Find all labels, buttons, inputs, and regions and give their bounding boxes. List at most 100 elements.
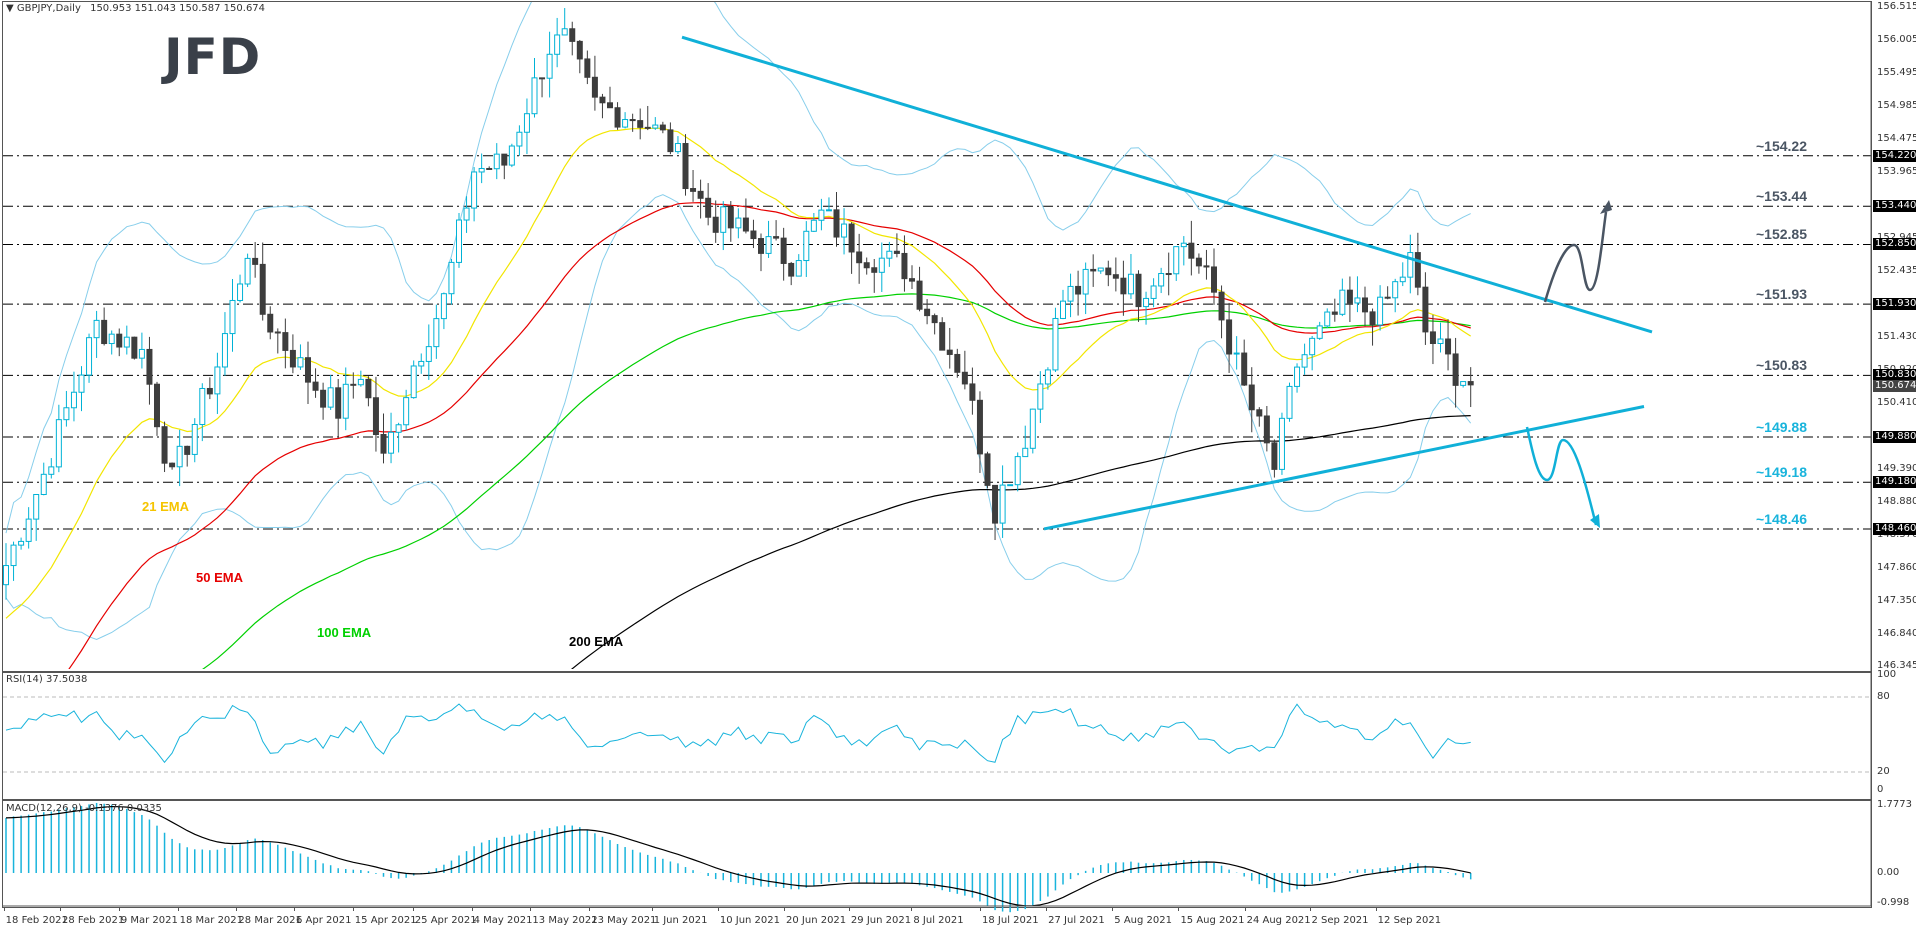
bull-candle (1173, 246, 1180, 275)
bear-candle (773, 236, 780, 239)
bull-candle (403, 397, 410, 426)
price-tick-label: 155.495 (1877, 67, 1916, 78)
ohlc-values: 150.953 151.043 150.587 150.674 (90, 3, 266, 14)
date-tick-label: 25 Apr 2021 (414, 915, 477, 926)
date-tick-mark (589, 907, 591, 911)
date-tick-label: 28 Feb 2021 (62, 915, 125, 926)
bull-candle (1339, 289, 1346, 315)
bear-candle (976, 399, 983, 455)
price-tick-label: 150.410 (1877, 397, 1916, 408)
bull-candle (327, 387, 334, 408)
bearish-scenario-arrow (1525, 426, 1598, 526)
bull-candle (1060, 300, 1066, 319)
bear-candle (659, 124, 666, 131)
bull-candle (1377, 296, 1384, 326)
bull-candle (478, 167, 485, 173)
bull-candle (25, 518, 32, 542)
bear-candle (901, 252, 908, 280)
bull-candle (561, 28, 568, 36)
bear-candle (101, 319, 108, 345)
date-tick-mark (60, 907, 62, 911)
bull-candle (433, 318, 440, 348)
indicator-tick-label: 1.7773 (1877, 799, 1912, 810)
bear-candle (856, 251, 863, 264)
bull-candle (342, 383, 349, 419)
bull-candle (425, 346, 432, 362)
bull-candle (448, 261, 455, 295)
bull-candle (1324, 311, 1331, 327)
main-price-panel[interactable] (2, 1, 1872, 672)
level-annotation-label: ~148.46 (1756, 510, 1807, 527)
ema100-line (202, 293, 1471, 669)
level-price-tag: 150.830 (1873, 369, 1916, 382)
price-tick-label: 151.430 (1877, 331, 1916, 342)
level-price-tag: 149.180 (1873, 476, 1916, 489)
bear-candle (599, 96, 606, 104)
date-tick-mark (651, 907, 653, 911)
bull-candle (1097, 267, 1104, 272)
bear-candle (154, 383, 160, 428)
bull-candle (297, 357, 304, 368)
price-tick-label: 148.880 (1877, 496, 1916, 507)
price-tick-label: 146.345 (1877, 660, 1916, 671)
bear-candle (750, 230, 757, 240)
bear-candle (984, 453, 991, 486)
price-tick-label: 154.985 (1877, 100, 1916, 111)
bear-candle (1075, 285, 1082, 295)
bull-candle (123, 336, 130, 348)
date-tick-mark (294, 907, 295, 911)
date-tick-label: 18 Mar 2021 (179, 915, 244, 926)
bull-candle (878, 257, 885, 273)
bear-candle (954, 353, 961, 373)
bull-candle (78, 374, 85, 393)
bear-candle (206, 387, 213, 395)
macd-panel[interactable] (2, 800, 1872, 908)
bull-candle (214, 366, 221, 395)
date-tick-mark (848, 907, 850, 911)
date-tick-mark (1178, 907, 1180, 911)
bear-candle (1414, 252, 1421, 288)
bear-candle (116, 333, 123, 348)
bear-candle (1384, 296, 1391, 299)
bull-candle (244, 257, 251, 285)
indicator-tick-label: -0.998 (1877, 897, 1910, 908)
date-tick-label: 18 Jul 2021 (982, 915, 1039, 926)
date-tick-mark (352, 907, 354, 911)
bear-candle (372, 397, 379, 436)
level-annotation-label: ~151.93 (1756, 286, 1807, 303)
date-tick-mark (177, 907, 179, 911)
indicator-tick-label: 0 (1877, 784, 1884, 795)
bear-candle (1218, 291, 1225, 321)
bull-candle (357, 378, 364, 386)
bear-candle (184, 445, 191, 455)
bull-candle (546, 53, 553, 79)
bear-candle (780, 237, 787, 264)
bull-candle (1044, 369, 1051, 385)
date-tick-mark (412, 907, 414, 911)
level-annotation-label: ~150.83 (1756, 357, 1807, 374)
bear-candle (569, 28, 576, 42)
date-tick-label: 23 May 2021 (591, 915, 657, 926)
bull-candle (10, 544, 17, 567)
date-tick-mark (118, 907, 120, 911)
bull-candle (803, 230, 810, 262)
bull-candle (1437, 338, 1444, 344)
bear-candle (1271, 442, 1278, 470)
bull-candle (999, 484, 1006, 524)
level-price-tag: 148.460 (1873, 522, 1916, 535)
date-tick-label: 4 May 2021 (473, 915, 533, 926)
bear-candle (848, 223, 855, 253)
level-annotation-label: ~149.88 (1756, 418, 1807, 435)
uptrend-line (1043, 405, 1645, 531)
collapse-triangle-icon[interactable]: ▼ (6, 3, 14, 14)
date-tick-label: 2 Sep 2021 (1311, 915, 1369, 926)
downtrend-line (681, 35, 1653, 334)
rsi-panel[interactable] (2, 672, 1872, 800)
price-plot-area (3, 2, 1653, 669)
date-tick-label: 5 Aug 2021 (1114, 915, 1172, 926)
date-tick-label: 12 Sep 2021 (1377, 915, 1442, 926)
date-tick-mark (236, 907, 238, 911)
macd-signal-line (5, 805, 1471, 907)
